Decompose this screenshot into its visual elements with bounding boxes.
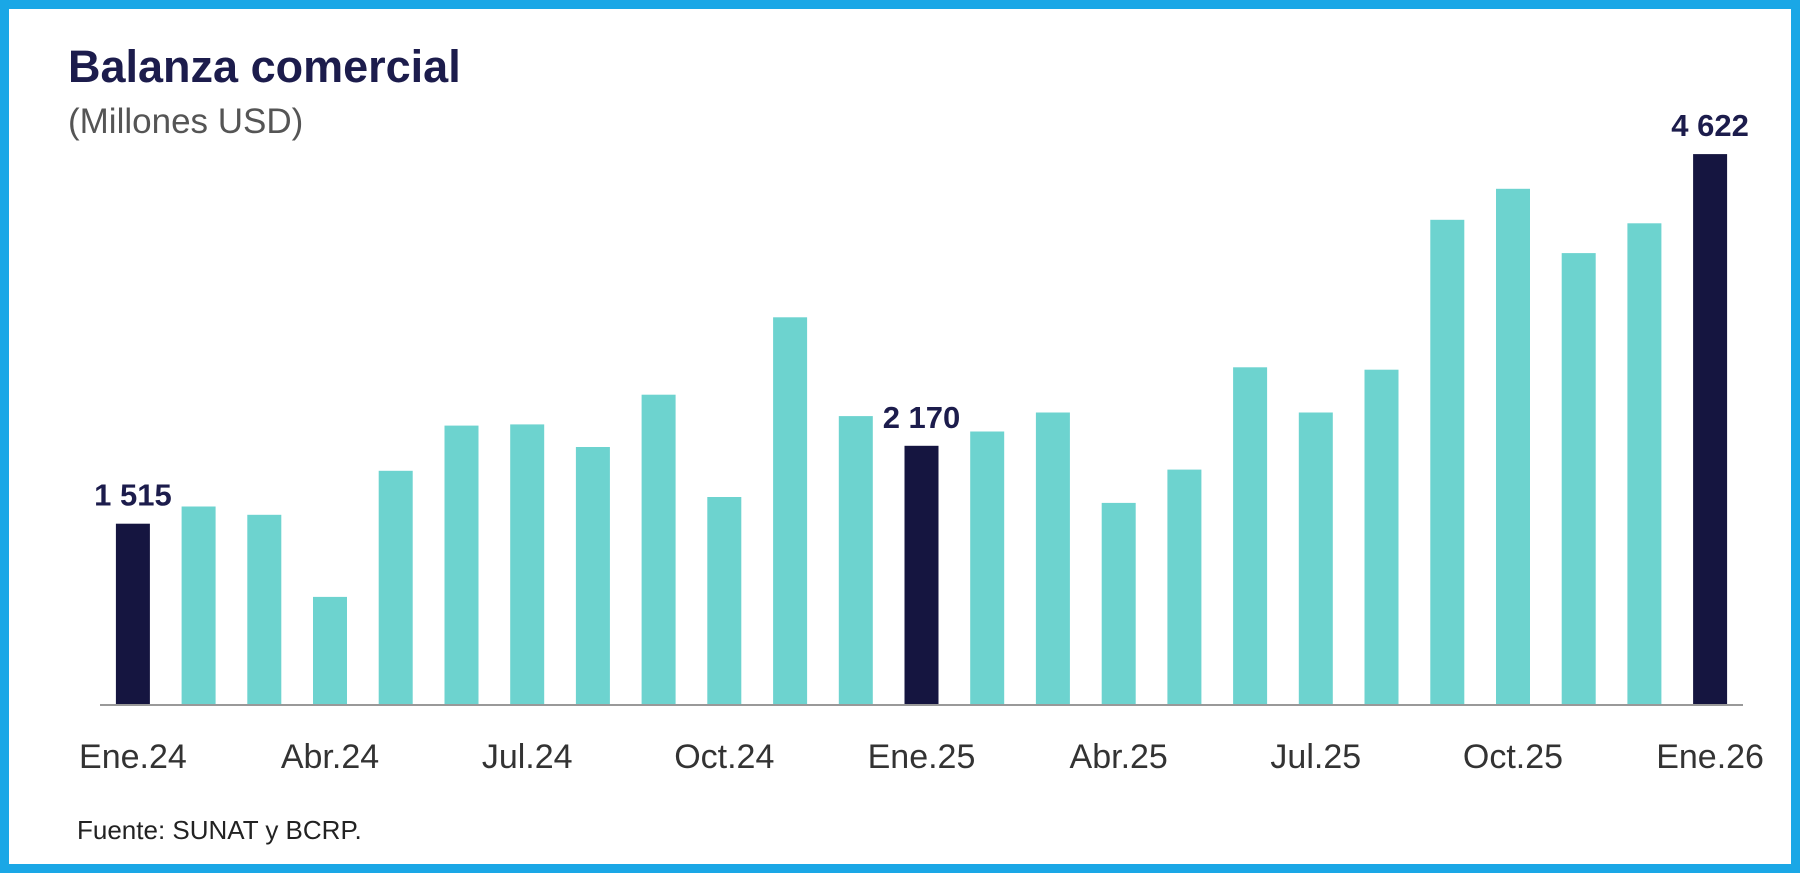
bar-ago-24 [575,447,610,704]
bar-set-24 [641,394,676,704]
bar-set-25 [1430,219,1465,705]
source-note: Fuente: SUNAT y BCRP. [77,815,362,845]
bar-feb-24 [181,506,216,704]
bar-jun-25 [1233,367,1268,704]
x-tick-label: Ene.25 [868,738,976,776]
bar-oct-25 [1496,188,1530,705]
bars-group [115,154,1728,705]
bar-oct-24 [707,497,742,704]
bar-feb-25 [970,431,1005,704]
bar-may-24 [378,470,413,704]
x-tick-label: Jul.25 [1270,738,1361,776]
bar-ago-25 [1364,369,1399,704]
x-tick-label: Ene.26 [1656,738,1764,776]
data-labels: 1 515 2 170 4 622 [94,108,1749,513]
bar-mar-24 [247,514,282,704]
data-label: 1 515 [94,478,172,513]
bar-dic-25 [1627,223,1662,705]
bar-mar-25 [1035,412,1070,704]
bar-may-25 [1167,469,1202,704]
x-tick-label: Jul.24 [482,738,573,776]
x-tick-label: Oct.24 [674,738,774,776]
chart-subtitle: (Millones USD) [68,102,303,141]
bar-nov-24 [773,317,808,704]
bar-jun-24 [444,425,479,704]
bar-jul-25 [1298,412,1333,704]
bar-ene-24 [115,523,150,704]
x-tick-label: Abr.24 [281,738,379,776]
x-tick-label: Ene.24 [79,738,187,776]
bar-nov-25 [1561,253,1596,704]
chart-title: Balanza comercial [68,41,461,92]
bar-jul-24 [510,424,545,704]
data-label: 2 170 [883,400,961,435]
bar-ene-26 [1693,154,1728,705]
bar-abr-25 [1101,502,1136,704]
x-tick-label: Oct.25 [1463,738,1563,776]
x-tick-label: Abr.25 [1070,738,1168,776]
bar-ene-25 [904,445,939,704]
x-tick-labels: Ene.24 Abr.24 Jul.24 Oct.24 Ene.25 Abr.25 Jul.… [79,738,1764,776]
bar-dic-24 [838,416,873,704]
data-label: 4 622 [1671,108,1749,143]
bar-abr-24 [313,596,347,704]
